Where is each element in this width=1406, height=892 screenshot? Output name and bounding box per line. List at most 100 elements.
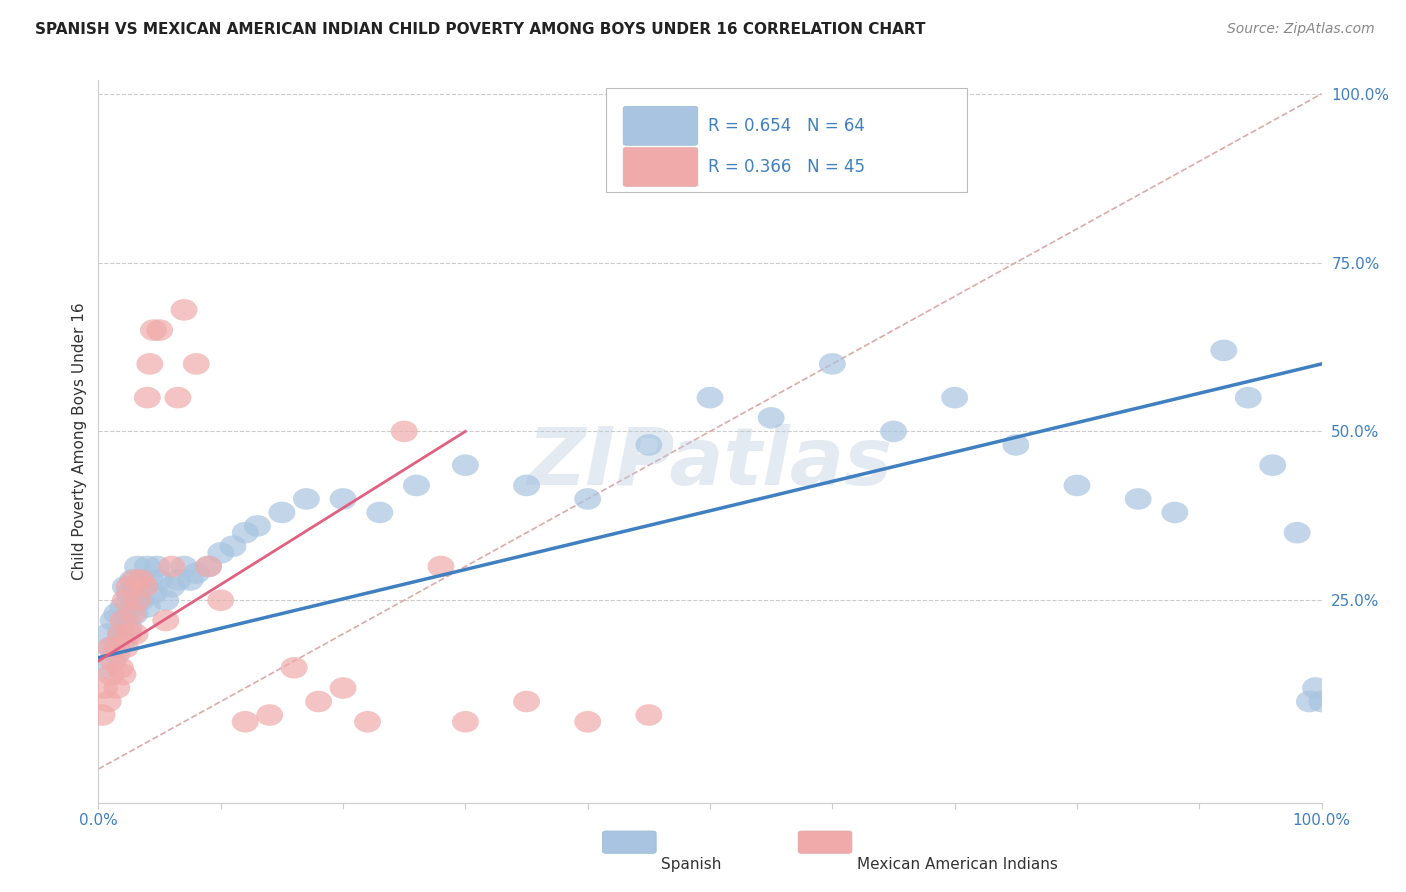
Ellipse shape [110,609,136,632]
Ellipse shape [120,569,146,591]
Ellipse shape [97,664,124,685]
Ellipse shape [219,535,246,557]
Ellipse shape [120,603,146,624]
Ellipse shape [1002,434,1029,456]
Ellipse shape [131,576,159,598]
Ellipse shape [165,569,191,591]
FancyBboxPatch shape [623,147,697,186]
Ellipse shape [152,590,179,611]
Ellipse shape [207,542,235,564]
Ellipse shape [146,319,173,341]
Ellipse shape [94,690,122,713]
Ellipse shape [329,488,357,509]
Ellipse shape [143,556,170,577]
Ellipse shape [391,421,418,442]
Ellipse shape [1125,488,1152,509]
Text: R = 0.366   N = 45: R = 0.366 N = 45 [707,158,865,176]
Ellipse shape [1260,454,1286,476]
Ellipse shape [880,421,907,442]
Ellipse shape [1161,501,1188,524]
Ellipse shape [91,677,118,698]
Ellipse shape [513,690,540,713]
Ellipse shape [110,596,136,618]
Ellipse shape [103,643,131,665]
Ellipse shape [574,711,602,732]
Ellipse shape [122,576,149,598]
Ellipse shape [818,353,846,375]
Ellipse shape [758,407,785,429]
Ellipse shape [100,650,127,672]
Ellipse shape [134,596,160,618]
Ellipse shape [146,569,173,591]
Ellipse shape [112,590,139,611]
Ellipse shape [636,434,662,456]
Ellipse shape [141,582,167,604]
Ellipse shape [136,569,163,591]
Ellipse shape [131,576,159,598]
Ellipse shape [354,711,381,732]
Ellipse shape [115,582,142,604]
Ellipse shape [134,387,160,409]
Ellipse shape [1302,677,1329,698]
Ellipse shape [94,624,122,645]
Y-axis label: Child Poverty Among Boys Under 16: Child Poverty Among Boys Under 16 [72,302,87,581]
Ellipse shape [451,454,479,476]
Ellipse shape [107,657,134,679]
Ellipse shape [141,319,167,341]
Ellipse shape [183,353,209,375]
Ellipse shape [112,637,139,658]
Ellipse shape [122,624,149,645]
Ellipse shape [195,556,222,577]
Ellipse shape [107,624,134,645]
Ellipse shape [115,576,142,598]
Ellipse shape [124,556,150,577]
Ellipse shape [122,603,149,624]
Ellipse shape [97,637,124,658]
Ellipse shape [1284,522,1310,543]
Ellipse shape [207,590,235,611]
Ellipse shape [124,590,150,611]
Ellipse shape [574,488,602,509]
Ellipse shape [103,603,131,624]
Ellipse shape [107,624,134,645]
Ellipse shape [245,516,271,537]
Ellipse shape [91,657,118,679]
Ellipse shape [451,711,479,732]
Ellipse shape [112,576,139,598]
FancyBboxPatch shape [602,831,657,854]
Ellipse shape [115,624,142,645]
Ellipse shape [170,556,197,577]
Ellipse shape [159,556,186,577]
Ellipse shape [103,677,131,698]
Ellipse shape [256,704,283,726]
Ellipse shape [636,704,662,726]
Ellipse shape [122,569,149,591]
Ellipse shape [195,556,222,577]
Ellipse shape [165,387,191,409]
Ellipse shape [367,501,394,524]
Ellipse shape [120,596,146,618]
Ellipse shape [112,609,139,632]
Ellipse shape [136,353,163,375]
Text: SPANISH VS MEXICAN AMERICAN INDIAN CHILD POVERTY AMONG BOYS UNDER 16 CORRELATION: SPANISH VS MEXICAN AMERICAN INDIAN CHILD… [35,22,925,37]
Ellipse shape [232,522,259,543]
Ellipse shape [170,299,197,320]
Ellipse shape [269,501,295,524]
Ellipse shape [128,569,155,591]
Ellipse shape [329,677,357,698]
Ellipse shape [232,711,259,732]
Ellipse shape [1296,690,1323,713]
Ellipse shape [110,664,136,685]
Ellipse shape [100,609,127,632]
Ellipse shape [177,569,204,591]
Text: Mexican American Indians: Mexican American Indians [856,857,1057,872]
Ellipse shape [152,609,179,632]
Ellipse shape [696,387,724,409]
Ellipse shape [110,630,136,651]
Ellipse shape [159,576,186,598]
Ellipse shape [1234,387,1261,409]
Ellipse shape [124,590,150,611]
FancyBboxPatch shape [799,831,852,854]
Ellipse shape [513,475,540,496]
Ellipse shape [128,569,155,591]
